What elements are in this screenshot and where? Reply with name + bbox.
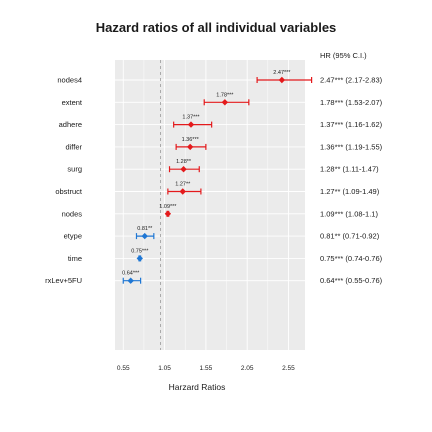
hr-point: [179, 188, 186, 195]
hr-ci-text: 1.36*** (1.19-1.55): [320, 142, 383, 151]
data-marks: 2.47*** 1.78*** 1.37*** 1.36*** 1.28** 1.27**…: [122, 70, 313, 284]
hr-point: [187, 121, 195, 128]
hr-column: 2.47*** (2.17-2.83) 1.78*** (1.53-2.07) 1.…: [320, 76, 383, 286]
hr-data-label: 1.37***: [182, 115, 200, 121]
hr-ci-text: 0.75*** (0.74-0.76): [320, 254, 383, 263]
x-tick-label: 1.55: [200, 365, 213, 372]
hr-data-label: 0.81**: [137, 226, 153, 232]
x-axis-label: Harzard Ratios: [169, 382, 226, 392]
hr-ci-text: 1.28** (1.11-1.47): [320, 165, 379, 174]
hr-data-label: 2.47***: [273, 70, 291, 76]
variable-label: differ: [65, 142, 82, 151]
x-axis-ticks: 0.55 1.05 1.55 2.05 2.55: [117, 365, 295, 372]
hr-ci-text: 1.78*** (1.53-2.07): [320, 98, 383, 107]
variable-label: rxLev+5FU: [45, 276, 82, 285]
hr-ci-text: 1.09*** (1.08-1.1): [320, 209, 378, 218]
hr-point: [127, 277, 134, 284]
hr-data-label: 1.09***: [159, 204, 177, 210]
variable-label: nodes: [62, 209, 83, 218]
variable-label: obstruct: [55, 187, 83, 196]
x-tick-label: 0.55: [117, 365, 130, 372]
hr-ci-text: 2.47*** (2.17-2.83): [320, 76, 383, 85]
hr-ci-text: 1.37*** (1.16-1.62): [320, 120, 383, 129]
variable-label: time: [68, 254, 82, 263]
hr-point: [221, 99, 229, 106]
variable-labels: nodes4 extent adhere differ surg obstruct node…: [45, 76, 83, 286]
variable-label: surg: [67, 165, 82, 174]
x-tick-label: 1.05: [158, 365, 171, 372]
hr-ci-text: 0.81** (0.71-0.92): [320, 232, 380, 241]
variable-label: adhere: [59, 120, 82, 129]
hr-point: [278, 76, 286, 84]
hr-data-label: 0.75***: [131, 248, 149, 254]
hr-data-label: 1.27**: [175, 182, 191, 188]
variable-label: etype: [64, 232, 82, 241]
hr-point: [136, 255, 143, 262]
x-tick-label: 2.05: [241, 365, 254, 372]
hr-data-label: 1.36***: [182, 137, 200, 143]
hr-point: [164, 210, 172, 217]
hr-ci-text: 0.64*** (0.55-0.76): [320, 276, 383, 285]
variable-label: extent: [62, 98, 83, 107]
hr-point: [180, 166, 187, 173]
x-tick-label: 2.55: [282, 365, 295, 372]
hr-column-header: HR (95% C.I.): [320, 51, 367, 60]
chart-title: Hazard ratios of all individual variable…: [96, 20, 337, 35]
hr-point: [141, 232, 148, 240]
hr-ci-text: 1.27** (1.09-1.49): [320, 187, 380, 196]
plot-panel: [115, 60, 305, 350]
variable-label: nodes4: [57, 76, 82, 85]
gridlines: [115, 60, 305, 350]
hr-data-label: 1.28**: [176, 159, 192, 165]
hr-data-label: 0.64***: [122, 271, 140, 277]
hr-data-label: 1.78***: [216, 92, 234, 98]
hr-point: [186, 143, 194, 151]
